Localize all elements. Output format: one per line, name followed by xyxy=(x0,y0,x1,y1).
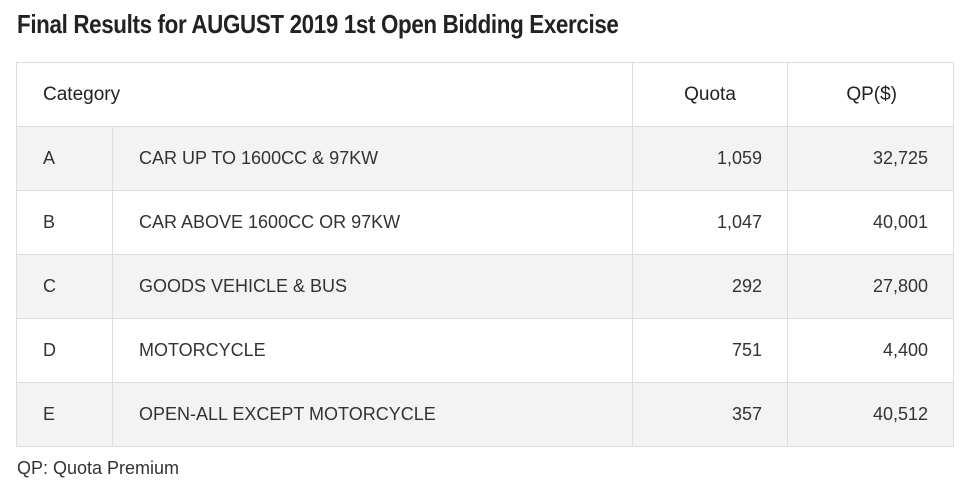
table-header-row: Category Quota QP($) xyxy=(15,62,955,127)
quota-cell: 357 xyxy=(632,382,789,447)
category-code-cell: A xyxy=(16,126,113,191)
table-row: B CAR ABOVE 1600CC OR 97KW 1,047 40,001 xyxy=(16,190,955,255)
table-row: E OPEN-ALL EXCEPT MOTORCYCLE 357 40,512 xyxy=(16,382,955,447)
results-table: Category Quota QP($) A CAR UP TO 1600CC … xyxy=(15,62,955,447)
qp-cell: 40,001 xyxy=(787,190,955,255)
category-description-cell: CAR ABOVE 1600CC OR 97KW xyxy=(111,190,634,255)
category-code-cell: D xyxy=(16,318,113,383)
quota-cell: 1,059 xyxy=(632,126,789,191)
table-row: A CAR UP TO 1600CC & 97KW 1,059 32,725 xyxy=(16,126,955,191)
column-header-quota: Quota xyxy=(632,62,789,127)
column-header-category: Category xyxy=(15,62,634,127)
category-code-cell: B xyxy=(16,190,113,255)
page-title: Final Results for AUGUST 2019 1st Open B… xyxy=(17,9,619,39)
quota-cell: 292 xyxy=(632,254,789,319)
footnote: QP: Quota Premium xyxy=(17,458,180,478)
category-description-cell: OPEN-ALL EXCEPT MOTORCYCLE xyxy=(111,382,634,447)
category-code-cell: E xyxy=(16,382,113,447)
qp-cell: 40,512 xyxy=(787,382,955,447)
table-row: C GOODS VEHICLE & BUS 292 27,800 xyxy=(16,254,955,319)
quota-cell: 1,047 xyxy=(632,190,789,255)
quota-cell: 751 xyxy=(632,318,789,383)
qp-cell: 27,800 xyxy=(787,254,955,319)
qp-cell: 4,400 xyxy=(787,318,955,383)
category-description-cell: MOTORCYCLE xyxy=(111,318,634,383)
category-description-cell: CAR UP TO 1600CC & 97KW xyxy=(111,126,634,191)
category-code-cell: C xyxy=(16,254,113,319)
category-description-cell: GOODS VEHICLE & BUS xyxy=(111,254,634,319)
qp-cell: 32,725 xyxy=(787,126,955,191)
column-header-qp: QP($) xyxy=(787,62,955,127)
table-row: D MOTORCYCLE 751 4,400 xyxy=(16,318,955,383)
